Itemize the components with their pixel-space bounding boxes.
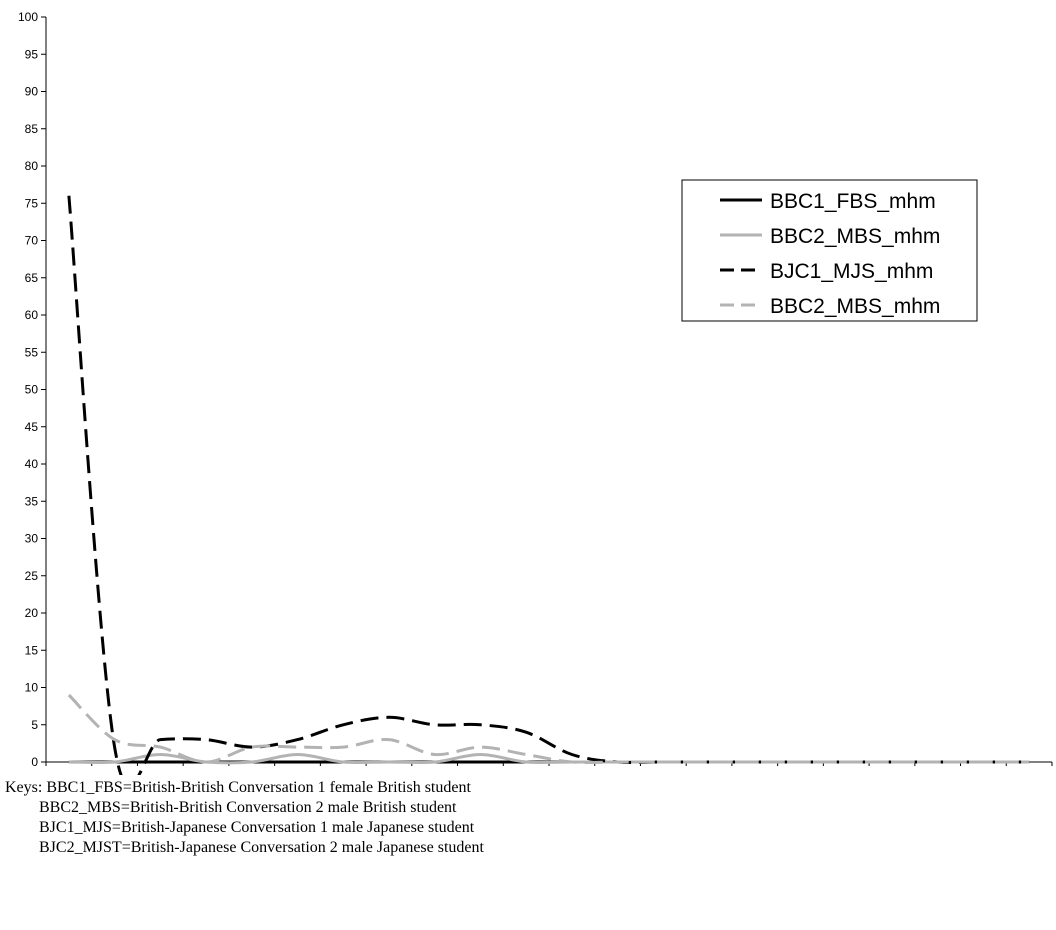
y-tick-label: 10	[25, 681, 39, 695]
x-tick-label: lessthan −30	[235, 773, 269, 775]
x-tick-label: morethan35	[878, 773, 906, 775]
x-axis: lessthan −50 lessthan −45 lessthan −40 less…	[45, 761, 1053, 775]
y-tick-label: 95	[25, 47, 39, 61]
x-tick-label: lessthan −35	[189, 773, 223, 775]
x-tick-label: morethan40	[924, 773, 952, 775]
legend-label: BBC1_FBS_mhm	[770, 190, 936, 213]
series-line-3	[67, 195, 1030, 775]
x-tick-label: lessthan −50	[52, 773, 86, 775]
y-tick-label: 65	[25, 271, 39, 285]
x-tick-label: morethan10	[650, 773, 678, 775]
x-tick-label: lessthan −25	[281, 773, 315, 775]
y-tick-label: 85	[25, 122, 39, 136]
legend-label: BJC1_MJS_mhm	[770, 260, 933, 283]
x-tick-label: morethan50	[1015, 773, 1043, 775]
y-tick-label: 5	[31, 718, 38, 732]
x-tick-label: lessthan −20	[326, 773, 360, 775]
y-tick-label: 100	[18, 10, 38, 24]
plot-area	[67, 195, 1030, 775]
y-axis: 0 5 10 15 20 25 30 35 40 45 50 55 60 65 70 75 80 85 90 95 10…	[18, 10, 47, 769]
x-tick-label: morethan 5	[601, 773, 635, 775]
y-tick-label: 45	[25, 420, 39, 434]
x-tick-label: lessthan −10	[418, 773, 452, 775]
y-tick-label: 30	[25, 532, 39, 546]
keys-footnote: Keys: BBC1_FBS=British-British Conversat…	[5, 778, 1045, 858]
y-tick-label: 0	[31, 755, 38, 769]
series-line-2	[68, 753, 1030, 765]
y-tick-label: 80	[25, 159, 39, 173]
y-tick-label: 90	[25, 85, 39, 99]
y-tick-label: 60	[25, 308, 39, 322]
y-tick-label: 35	[25, 494, 39, 508]
legend-label: BBC2_MBS_mhm	[770, 295, 940, 318]
x-tick-label: morethan45	[970, 773, 998, 775]
legend-box	[681, 179, 978, 322]
key-line-4: BJC2_MJST=British-Japanese Conversation …	[39, 839, 484, 856]
key-line-3: BJC1_MJS=British-Japanese Conversation 1…	[39, 819, 475, 836]
x-tick-label: morethan25	[787, 773, 815, 775]
x-tick-label: morethan30	[833, 773, 861, 775]
y-tick-label: 20	[25, 606, 39, 620]
y-tick-label: 75	[25, 196, 39, 210]
key-line-2: BBC2_MBS=British-British Conversation 2 …	[39, 799, 457, 816]
legend: BBC1_FBS_mhm BBC2_MBS_mhm BJC1_MJS_mhm BBC2…	[681, 179, 978, 322]
y-tick-label: 40	[25, 457, 39, 471]
x-tick-label: lessthan −40	[143, 773, 177, 775]
series-line-4	[67, 693, 1030, 765]
x-tick-label: morethan 0	[555, 773, 589, 775]
key-line-1: Keys: BBC1_FBS=British-British Conversat…	[5, 779, 471, 796]
legend-label: BBC2_MBS_mhm	[770, 225, 940, 248]
x-tick-label: morethan15	[695, 773, 723, 775]
x-tick-label: lessthan −15	[372, 773, 406, 775]
y-tick-label: 25	[25, 569, 39, 583]
y-tick-label: 55	[25, 345, 39, 359]
y-tick-label: 50	[25, 383, 39, 397]
y-tick-label: 70	[25, 234, 39, 248]
line-chart: 0 5 10 15 20 25 30 35 40 45 50 55 60 65 70 75 80 85 90 95 10…	[18, 10, 1053, 775]
y-tick-label: 15	[25, 643, 39, 657]
x-tick-label: morethan20	[741, 773, 769, 775]
x-tick-label: lessthan −45	[98, 773, 132, 775]
x-tick-label: lessthan −5	[464, 773, 498, 775]
x-tick-label: lessthan 0	[509, 773, 543, 775]
